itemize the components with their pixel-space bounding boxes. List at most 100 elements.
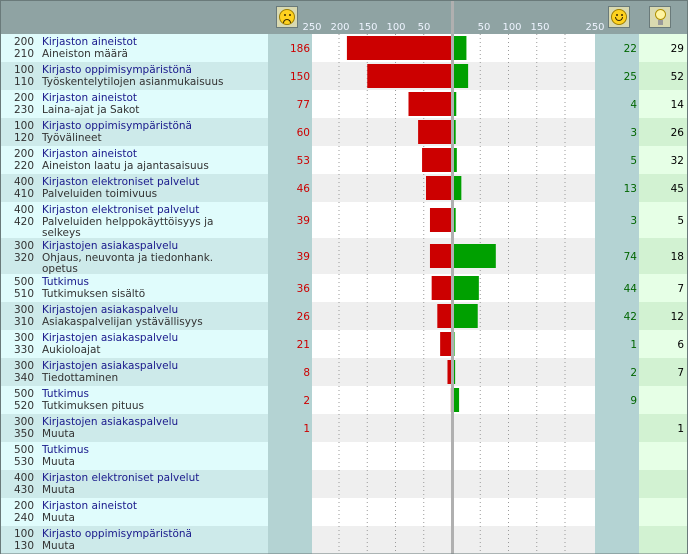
row-cat-code: 300 bbox=[14, 360, 34, 372]
positive-value-cell bbox=[595, 146, 639, 174]
positive-value-label: 42 bbox=[624, 311, 637, 323]
row-label-bg bbox=[0, 330, 268, 358]
row-category: Tutkimus bbox=[41, 444, 89, 456]
row-sub-code: 530 bbox=[14, 456, 34, 468]
row-category: Kirjastojen asiakaspalvelu bbox=[42, 332, 178, 344]
negative-value-label: 39 bbox=[297, 215, 310, 227]
row-category: Tutkimus bbox=[41, 388, 89, 400]
row-label-bg bbox=[0, 386, 268, 414]
row-label-bg bbox=[0, 414, 268, 442]
ideas-value-cell bbox=[639, 442, 688, 470]
row-sub-code: 410 bbox=[14, 188, 34, 200]
row-cat-code: 500 bbox=[14, 444, 34, 456]
positive-value-cell bbox=[595, 470, 639, 498]
happy-face-icon bbox=[608, 6, 630, 28]
negative-bar bbox=[426, 176, 452, 200]
row-label-bg bbox=[0, 470, 268, 498]
ideas-value-cell bbox=[639, 274, 688, 302]
negative-value-cell bbox=[268, 358, 312, 386]
row-subcategory: Työvälineet bbox=[41, 132, 102, 144]
axis-tick-label: 250 bbox=[302, 22, 321, 33]
positive-value-cell bbox=[595, 62, 639, 90]
row-category: Kirjasto oppimisympäristönä bbox=[42, 64, 192, 76]
negative-value-cell bbox=[268, 386, 312, 414]
negative-bar bbox=[431, 276, 452, 300]
negative-value-label: 2 bbox=[303, 395, 310, 407]
negative-bar bbox=[437, 304, 452, 328]
axis-tick-label: 200 bbox=[330, 22, 349, 33]
negative-value-cell bbox=[268, 274, 312, 302]
center-axis bbox=[451, 0, 454, 554]
ideas-value-label: 1 bbox=[677, 423, 684, 435]
positive-value-cell bbox=[595, 90, 639, 118]
ideas-value-cell bbox=[639, 118, 688, 146]
row-subcategory: Tutkimuksen sisältö bbox=[41, 288, 145, 300]
negative-value-cell bbox=[268, 470, 312, 498]
row-category: Kirjastojen asiakaspalvelu bbox=[42, 416, 178, 428]
lightbulb-icon bbox=[649, 6, 671, 28]
row-subcategory: Ohjaus, neuvonta ja tiedonhank. bbox=[42, 252, 213, 264]
row-category: Kirjastojen asiakaspalvelu bbox=[42, 240, 178, 252]
positive-value-cell bbox=[595, 498, 639, 526]
axis-tick-label: 100 bbox=[502, 22, 521, 33]
negative-value-label: 186 bbox=[290, 43, 310, 55]
ideas-value-label: 7 bbox=[677, 367, 684, 379]
row-cat-code: 200 bbox=[14, 500, 34, 512]
row-subcategory: Muuta bbox=[42, 540, 75, 552]
row-label-bg bbox=[0, 302, 268, 330]
row-label-bg bbox=[0, 62, 268, 90]
negative-bar bbox=[422, 148, 452, 172]
negative-bar bbox=[447, 360, 452, 384]
row-cat-code: 400 bbox=[14, 176, 34, 188]
row-cat-code: 100 bbox=[14, 528, 34, 540]
positive-bar bbox=[454, 208, 456, 232]
row-sub-code: 110 bbox=[14, 76, 34, 88]
ideas-value-label: 5 bbox=[677, 215, 684, 227]
row-sub-code: 210 bbox=[14, 48, 34, 60]
negative-value-cell bbox=[268, 414, 312, 442]
row-category: Kirjaston aineistot bbox=[42, 148, 137, 160]
negative-value-label: 8 bbox=[303, 367, 310, 379]
positive-value-cell bbox=[595, 274, 639, 302]
row-sub-code: 510 bbox=[14, 288, 34, 300]
row-cat-code: 300 bbox=[14, 304, 34, 316]
positive-value-label: 13 bbox=[624, 183, 637, 195]
row-label-bg bbox=[0, 274, 268, 302]
axis-tick-label: 250 bbox=[585, 22, 604, 33]
ideas-value-label: 7 bbox=[677, 283, 684, 295]
negative-value-cell bbox=[268, 118, 312, 146]
positive-value-cell bbox=[595, 202, 639, 238]
row-sub-code: 230 bbox=[14, 104, 34, 116]
ideas-value-cell bbox=[639, 90, 688, 118]
axis-tick-label: 100 bbox=[386, 22, 405, 33]
row-sub-code: 120 bbox=[14, 132, 34, 144]
row-cat-code: 100 bbox=[14, 64, 34, 76]
row-label-bg bbox=[0, 174, 268, 202]
row-subcategory: Tutkimuksen pituus bbox=[41, 400, 144, 412]
positive-value-label: 22 bbox=[624, 43, 637, 55]
positive-value-cell bbox=[595, 302, 639, 330]
row-subcategory-wrap: selkeys bbox=[42, 227, 81, 239]
negative-value-label: 26 bbox=[297, 311, 311, 323]
row-subcategory: Aukioloajat bbox=[42, 344, 101, 356]
footer-fill bbox=[0, 554, 688, 556]
positive-value-cell bbox=[595, 414, 639, 442]
row-sub-code: 130 bbox=[14, 540, 34, 552]
row-cat-code: 300 bbox=[14, 240, 34, 252]
row-label-bg bbox=[0, 34, 268, 62]
row-subcategory: Muuta bbox=[42, 512, 75, 524]
row-sub-code: 350 bbox=[14, 428, 34, 440]
positive-value-cell bbox=[595, 118, 639, 146]
row-sub-code: 310 bbox=[14, 316, 34, 328]
row-sub-code: 340 bbox=[14, 372, 34, 384]
row-category: Kirjasto oppimisympäristönä bbox=[42, 528, 192, 540]
positive-bar bbox=[454, 176, 462, 200]
positive-bar bbox=[454, 332, 455, 356]
negative-value-cell bbox=[268, 238, 312, 274]
ideas-value-cell bbox=[639, 62, 688, 90]
ideas-value-cell bbox=[639, 302, 688, 330]
positive-value-label: 3 bbox=[630, 127, 637, 139]
ideas-value-label: 32 bbox=[671, 155, 684, 167]
row-label-bg bbox=[0, 526, 268, 554]
sad-face-icon bbox=[276, 6, 298, 28]
